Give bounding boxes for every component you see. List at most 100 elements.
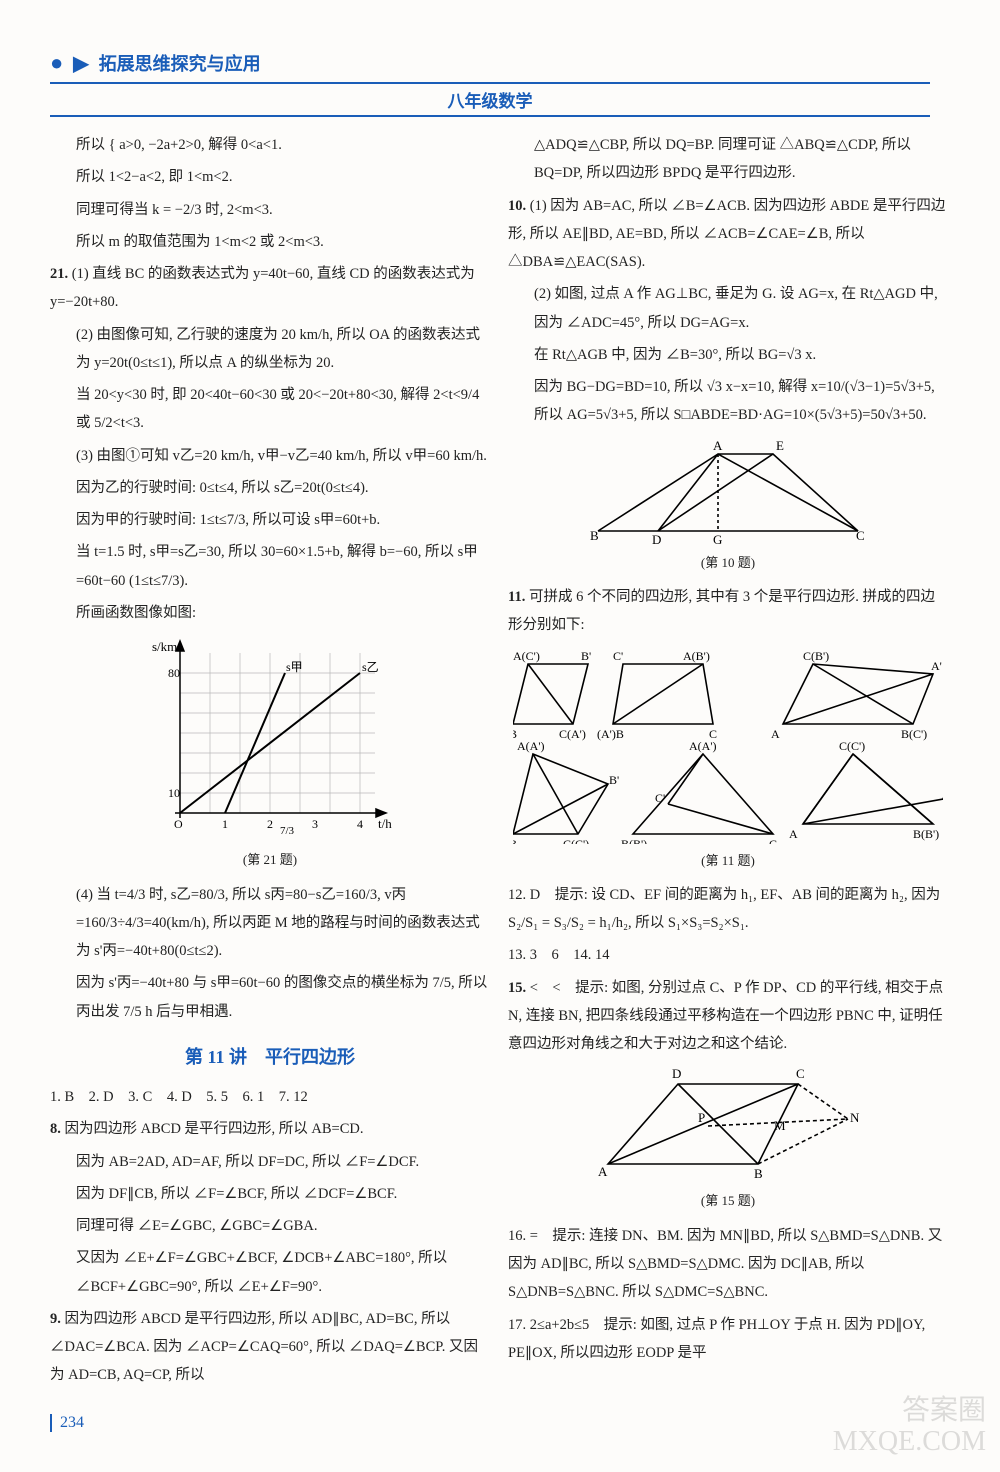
text-line: 因为乙的行驶时间: 0≤t≤4, 所以 s乙=20t(0≤t≤4). (50, 474, 490, 502)
q-number: 8. (50, 1121, 61, 1137)
text-line: 因为 DF∥CB, 所以 ∠F=∠BCF, 所以 ∠DCF=∠BCF. (50, 1180, 490, 1208)
header-bar: ● ▶ 拓展思维探究与应用 (50, 50, 960, 76)
text-line: 因为甲的行驶时间: 1≤t≤7/3, 所以可设 s甲=60t+b. (50, 506, 490, 534)
triangle-svg: AE BD GC (578, 436, 878, 546)
shapes-svg: A(C')B'BC(A') C'A(B')(A')BC C(B')A'AB(C'… (513, 644, 943, 844)
svg-text:A': A' (941, 789, 943, 803)
two-columns: 所以 { a>0, −2a+2>0, 解得 0<a<1. 所以 1<2−a<2,… (50, 131, 960, 1394)
text-line: 所以 m 的取值范围为 1<m<2 或 2<m<3. (50, 228, 490, 256)
fig-caption: (第 15 题) (508, 1188, 948, 1213)
svg-text:s/km: s/km (152, 639, 177, 654)
svg-text:C': C' (655, 791, 665, 805)
svg-text:B: B (513, 837, 517, 844)
q-number: 21. (50, 266, 68, 282)
fig-caption: (第 10 题) (508, 550, 948, 575)
q10: 10. (1) 因为 AB=AC, 所以 ∠B=∠ACB. 因为四边形 ABDE… (508, 192, 948, 277)
svg-text:80: 80 (168, 666, 180, 680)
svg-text:10: 10 (168, 786, 180, 800)
watermark-line1: 答案圈 (833, 1396, 986, 1427)
svg-text:B(C'): B(C') (901, 727, 927, 741)
text-line: (1) 因为 AB=AC, 所以 ∠B=∠ACB. 因为四边形 ABDE 是平行… (508, 198, 945, 271)
q8: 8. 因为四边形 ABCD 是平行四边形, 所以 AB=CD. (50, 1115, 490, 1143)
svg-text:O: O (174, 817, 183, 831)
svg-text:G: G (713, 532, 722, 546)
svg-text:s乙: s乙 (362, 660, 379, 674)
svg-text:C(A'): C(A') (559, 727, 586, 741)
svg-text:1: 1 (222, 817, 228, 831)
chart-svg: s甲 s乙 s/km t/h 80 10 O 1 2 7/3 3 4 (140, 633, 400, 843)
q21: 21. (1) 直线 BC 的函数表达式为 y=40t−60, 直线 CD 的函… (50, 260, 490, 317)
svg-text:A: A (789, 827, 798, 841)
q13-14: 13. 3 6 14. 14 (508, 941, 948, 969)
svg-text:P: P (698, 1110, 705, 1125)
q9: 9. 因为四边形 ABCD 是平行四边形, 所以 AD∥BC, AD=BC, 所… (50, 1305, 490, 1390)
text-line: 因为四边形 ABCD 是平行四边形, 所以 AD∥BC, AD=BC, 所以 ∠… (50, 1311, 478, 1384)
text-line: 因为 AB=2AD, AD=AF, 所以 DF=DC, 所以 ∠F=∠DCF. (50, 1148, 490, 1176)
svg-text:7/3: 7/3 (280, 825, 295, 837)
right-column: △ADQ≌△CBP, 所以 DQ=BP. 同理可证 △ABQ≌△CDP, 所以 … (508, 131, 948, 1394)
fig-caption: (第 21 题) (50, 847, 490, 872)
svg-text:B': B' (581, 649, 591, 663)
arrow-icon: ▶ (73, 51, 88, 76)
text-line: (3) 由图①可知 v乙=20 km/h, v甲−v乙=40 km/h, 所以 … (50, 442, 490, 470)
text-line: (2) 由图像可知, 乙行驶的速度为 20 km/h, 所以 OA 的函数表达式… (50, 321, 490, 378)
svg-text:A: A (598, 1164, 608, 1179)
q17: 17. 2≤a+2b≤5 提示: 如图, 过点 P 作 PH⊥OY 于点 H. … (508, 1311, 948, 1368)
text-line: (1) 直线 BC 的函数表达式为 y=40t−60, 直线 CD 的函数表达式… (50, 266, 475, 310)
q-number: 9. (50, 1311, 61, 1327)
svg-text:A: A (713, 438, 723, 453)
page-root: ● ▶ 拓展思维探究与应用 八年级数学 所以 { a>0, −2a+2>0, 解… (0, 0, 1000, 1472)
svg-text:B(B'): B(B') (913, 827, 939, 841)
header-tagline: 拓展思维探究与应用 (99, 50, 261, 76)
watermark: 答案圈 MXQE.COM (833, 1396, 986, 1458)
text-line: 因为 s'丙=−40t+80 与 s甲=60t−60 的图像交点的横坐标为 7/… (50, 969, 490, 1026)
svg-text:A(A'): A(A') (517, 739, 545, 753)
svg-text:C: C (856, 528, 865, 543)
text-line: (4) 当 t=4/3 时, s乙=80/3, 所以 s丙=80−s乙=160/… (50, 881, 490, 966)
text-line: < < 提示: 如图, 分别过点 C、P 作 DP、CD 的平行线, 相交于点 … (508, 980, 943, 1053)
svg-text:C(C'): C(C') (563, 837, 589, 844)
svg-text:B: B (754, 1166, 763, 1181)
svg-text:s甲: s甲 (286, 660, 303, 674)
svg-text:E: E (776, 438, 784, 453)
svg-text:B(B'): B(B') (621, 837, 647, 844)
svg-text:N: N (850, 1110, 860, 1125)
text-line: 可拼成 6 个不同的四边形, 其中有 3 个是平行四边形. 拼成的四边形分别如下… (508, 589, 935, 633)
svg-text:4: 4 (357, 817, 363, 831)
dot-icon: ● (50, 50, 63, 76)
svg-text:(A')B: (A')B (597, 727, 624, 741)
page-number: 234 (50, 1414, 960, 1432)
quad-svg: DCN AB PM (588, 1064, 868, 1184)
svg-text:B': B' (609, 773, 619, 787)
text-line: 同理可得当 k = −2/3 时, 2<m<3. (50, 196, 490, 224)
svg-text:C(B'): C(B') (803, 649, 829, 663)
q11: 11. 可拼成 6 个不同的四边形, 其中有 3 个是平行四边形. 拼成的四边形… (508, 583, 948, 640)
svg-text:3: 3 (312, 817, 318, 831)
answers-row: 1. B 2. D 3. C 4. D 5. 5 6. 1 7. 12 (50, 1083, 490, 1111)
q12: 12. D 提示: 设 CD、EF 间的距离为 h₁, EF、AB 间的距离为 … (508, 881, 948, 938)
text-line: 因为四边形 ABCD 是平行四边形, 所以 AB=CD. (65, 1121, 364, 1137)
text-line: 所画函数图像如图: (50, 599, 490, 627)
chart-q21: s甲 s乙 s/km t/h 80 10 O 1 2 7/3 3 4 (第 21… (50, 633, 490, 872)
text-line: 当 t=1.5 时, s甲=s乙=30, 所以 30=60×1.5+b, 解得 … (50, 538, 490, 595)
text-line: 同理可得 ∠E=∠GBC, ∠GBC=∠GBA. (50, 1212, 490, 1240)
svg-text:A: A (771, 727, 780, 741)
text-line: 又因为 ∠E+∠F=∠GBC+∠BCF, ∠DCB+∠ABC=180°, 所以 … (50, 1244, 490, 1301)
text-line: 当 20<y<30 时, 即 20<40t−60<30 或 20<−20t+80… (50, 381, 490, 438)
header-grade: 八年级数学 (50, 82, 930, 117)
q16: 16. = 提示: 连接 DN、BM. 因为 MN∥BD, 所以 S△BMD=S… (508, 1222, 948, 1307)
svg-text:t/h: t/h (378, 816, 392, 831)
fig-q15: DCN AB PM (第 15 题) (508, 1064, 948, 1213)
text-line: 所以 { a>0, −2a+2>0, 解得 0<a<1. (50, 131, 490, 159)
text-line: 因为 BG−DG=BD=10, 所以 √3 x−x=10, 解得 x=10/(√… (508, 373, 948, 430)
q-number: 15. (508, 980, 526, 996)
q15: 15. < < 提示: 如图, 分别过点 C、P 作 DP、CD 的平行线, 相… (508, 974, 948, 1059)
svg-text:2: 2 (267, 817, 273, 831)
fig-q11: A(C')B'BC(A') C'A(B')(A')BC C(B')A'AB(C'… (508, 644, 948, 873)
svg-text:B: B (590, 528, 599, 543)
svg-text:M: M (774, 1118, 786, 1133)
q-number: 10. (508, 198, 526, 214)
svg-text:A(A'): A(A') (689, 739, 717, 753)
svg-text:C(C'): C(C') (839, 739, 865, 753)
text-line: (2) 如图, 过点 A 作 AG⊥BC, 垂足为 G. 设 AG=x, 在 R… (508, 280, 948, 337)
